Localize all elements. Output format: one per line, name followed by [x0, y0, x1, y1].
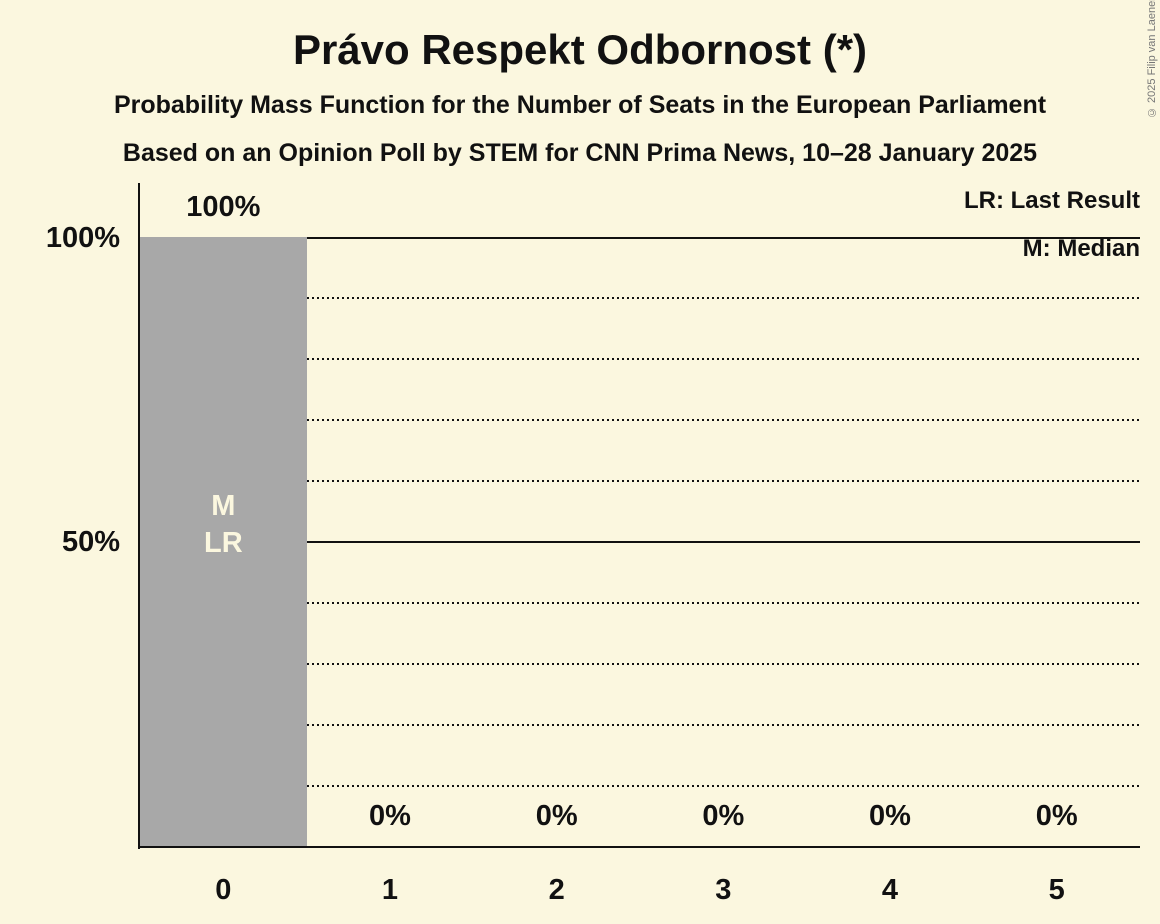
- gridline-100pct: [142, 236, 1140, 239]
- x-tick-label-2: 2: [548, 874, 565, 906]
- gridline-10pct: [142, 785, 1140, 788]
- bar-annotation-line: LR: [203, 527, 243, 560]
- chart-subtitle: Probability Mass Function for the Number…: [113, 91, 1047, 119]
- x-tick-label-3: 3: [715, 874, 732, 906]
- bar-value-label-4: 0%: [869, 800, 911, 832]
- y-tick-label-50: 50%: [61, 526, 120, 559]
- gridline-80pct: [142, 358, 1140, 361]
- x-tick-label-1: 1: [381, 874, 399, 906]
- legend-median: M: Median: [1022, 235, 1140, 262]
- gridline-40pct: [142, 602, 1140, 605]
- copyright-notice: © 2025 Filip van Laenen: [1146, 0, 1158, 118]
- bar-seats-0: [140, 236, 307, 847]
- legend-last-result: LR: Last Result: [963, 187, 1140, 214]
- chart-source-line: Based on an Opinion Poll by STEM for CNN…: [122, 139, 1038, 167]
- x-tick-label-4: 4: [881, 874, 899, 906]
- x-axis-line: [138, 846, 1140, 848]
- bar-value-label-2: 0%: [535, 800, 578, 832]
- bar-annotation-line: M: [211, 490, 236, 523]
- bar-value-label-1: 0%: [369, 800, 411, 832]
- bar-annotation-median-lastresult: M LR: [143, 488, 303, 562]
- y-tick-label-100: 100%: [45, 221, 120, 254]
- bar-value-label-0: 100%: [186, 190, 261, 223]
- x-tick-label-5: 5: [1048, 874, 1065, 906]
- x-tick-label-0: 0: [215, 874, 232, 906]
- gridline-30pct: [142, 663, 1140, 666]
- y-axis-line: [138, 183, 140, 849]
- bar-value-label-5: 0%: [1035, 800, 1078, 832]
- bar-value-label-3: 0%: [702, 800, 745, 832]
- gridline-50pct: [142, 541, 1140, 544]
- gridline-70pct: [142, 419, 1140, 422]
- gridline-60pct: [142, 480, 1140, 483]
- gridline-90pct: [142, 297, 1140, 300]
- gridline-20pct: [142, 724, 1140, 727]
- chart-title: Právo Respekt Odbornost (*): [292, 26, 868, 73]
